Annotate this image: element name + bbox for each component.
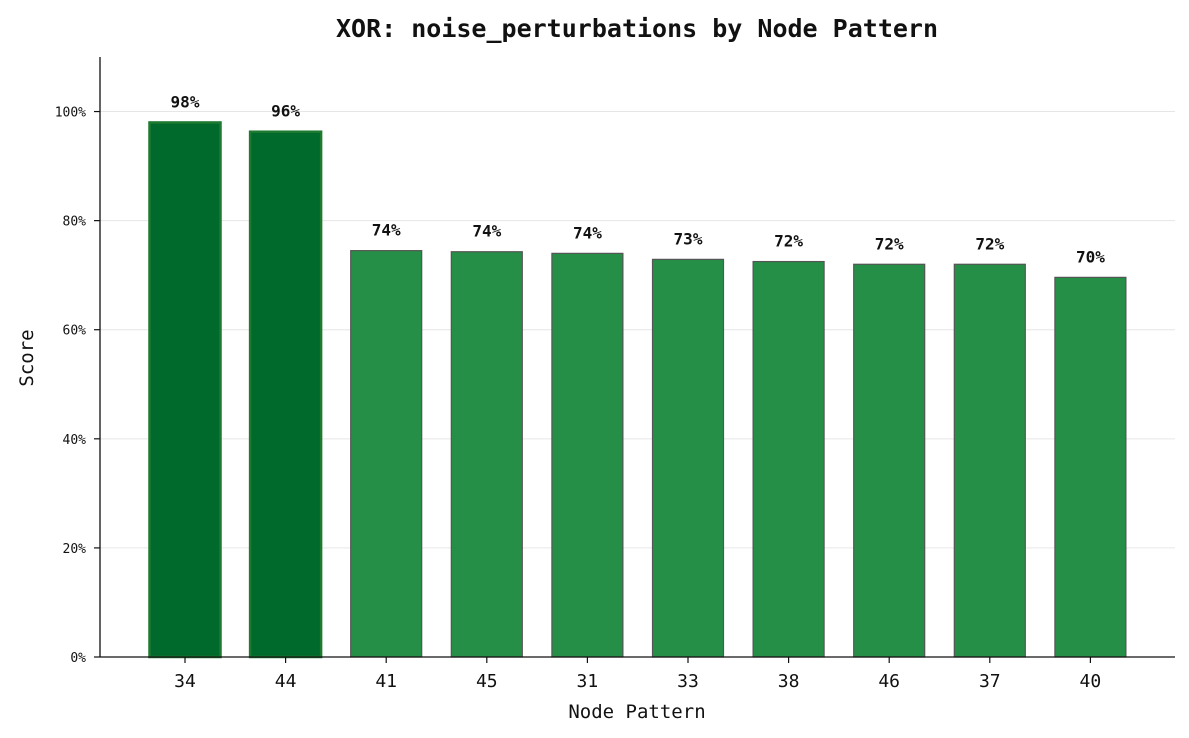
bars (148, 121, 1127, 659)
bar-31 (551, 252, 624, 658)
y-tick-label: 80% (63, 215, 87, 230)
data-label-34: 98% (171, 92, 200, 111)
data-label-40: 70% (1076, 247, 1105, 266)
y-axis-label: Score (16, 329, 38, 386)
bar-40 (1054, 276, 1127, 658)
data-label-46: 72% (875, 234, 904, 253)
axes: 0% 20% 40% 60% 80% 100% 34 44 41 45 31 33 38 46 37 40 (55, 57, 1175, 692)
bar-46 (853, 263, 926, 658)
data-label-37: 72% (975, 234, 1004, 253)
data-label-33: 73% (674, 229, 703, 248)
data-label-44: 96% (271, 102, 300, 121)
data-labels: 98% 96% 74% 74% 74% 73% 72% 72% 72% 70% (171, 92, 1106, 266)
y-tick-label: 60% (63, 324, 87, 339)
bar-33 (651, 258, 725, 658)
bar-41 (350, 250, 423, 658)
x-tick-label: 31 (577, 671, 599, 692)
chart-title: XOR: noise_perturbations by Node Pattern (336, 14, 938, 43)
bar-38 (752, 260, 825, 658)
bar-34 (148, 121, 222, 659)
x-tick-label: 34 (174, 671, 196, 692)
y-tick-label: 20% (63, 542, 87, 557)
data-label-45: 74% (472, 222, 501, 241)
x-tick-label: 44 (275, 671, 297, 692)
x-tick-label: 41 (375, 671, 397, 692)
y-tick-label: 40% (63, 433, 87, 448)
y-tick-label: 100% (55, 106, 86, 121)
bar-45 (450, 251, 523, 658)
data-label-38: 72% (774, 232, 803, 251)
x-tick-label: 38 (778, 671, 800, 692)
x-axis-label: Node Pattern (568, 701, 705, 723)
data-label-41: 74% (372, 221, 401, 240)
bar-44 (248, 130, 323, 659)
x-tick-label: 33 (677, 671, 699, 692)
x-tick-label: 40 (1080, 671, 1102, 692)
x-tick-label: 37 (979, 671, 1001, 692)
y-tick-label: 0% (70, 651, 86, 666)
bar-37 (953, 263, 1026, 658)
x-tick-label: 45 (476, 671, 498, 692)
data-label-31: 74% (573, 223, 602, 242)
x-tick-label: 46 (878, 671, 900, 692)
